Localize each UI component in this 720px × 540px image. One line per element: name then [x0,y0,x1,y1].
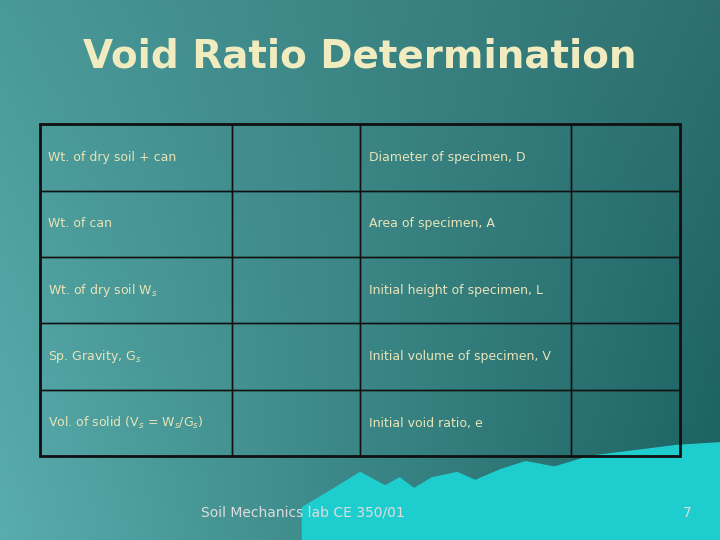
Bar [360,257,572,323]
Bar [40,390,232,456]
Bar [40,191,232,257]
Bar [360,191,572,257]
Text: Wt. of dry soil W$_s$: Wt. of dry soil W$_s$ [48,282,158,299]
Text: Sp. Gravity, G$_s$: Sp. Gravity, G$_s$ [48,348,142,365]
Bar [360,390,572,456]
Text: Initial height of specimen, L: Initial height of specimen, L [369,284,543,297]
Bar [360,124,572,191]
Bar [572,257,680,323]
Text: 7: 7 [683,506,691,520]
Bar [232,390,360,456]
Text: Wt. of dry soil + can: Wt. of dry soil + can [48,151,176,164]
Bar [572,390,680,456]
Bar [40,124,680,456]
Bar [232,191,360,257]
Text: Void Ratio Determination: Void Ratio Determination [84,38,636,76]
Text: Vol. of solid (V$_s$ = W$_s$/G$_s$): Vol. of solid (V$_s$ = W$_s$/G$_s$) [48,415,204,431]
Bar [232,124,360,191]
Bar [40,323,232,390]
Text: Initial volume of specimen, V: Initial volume of specimen, V [369,350,551,363]
Bar [572,323,680,390]
Bar [572,124,680,191]
Bar [232,323,360,390]
Bar [40,257,232,323]
Bar [232,257,360,323]
Bar [40,124,232,191]
Polygon shape [302,443,720,540]
Text: Initial void ratio, e: Initial void ratio, e [369,416,482,430]
Text: Diameter of specimen, D: Diameter of specimen, D [369,151,526,164]
Bar [572,191,680,257]
Text: Area of specimen, A: Area of specimen, A [369,217,495,231]
Bar [360,323,572,390]
Text: Soil Mechanics lab CE 350/01: Soil Mechanics lab CE 350/01 [201,506,404,520]
Text: Wt. of can: Wt. of can [48,217,112,231]
